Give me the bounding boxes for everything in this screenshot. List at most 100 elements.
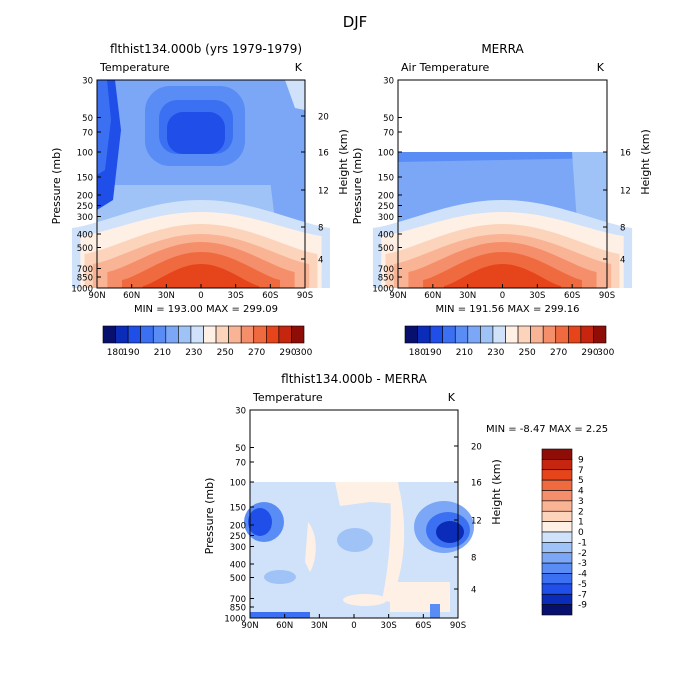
colorbar-swatch [253,325,267,344]
height-tick-label: 16 [318,149,329,159]
y-axis-label: Pressure (mb) [50,148,63,225]
y-tick-label: 500 [77,244,93,254]
y-tick-label: 150 [230,504,246,514]
y-axis-label: Pressure (mb) [351,148,364,225]
y-tick-label: 400 [77,231,93,241]
y-tick-label: 150 [378,174,394,184]
y-tick-label: 100 [378,149,394,159]
y-tick-label: 700 [378,265,394,275]
colorbar-swatch [429,325,443,344]
colorbar-label: 190 [424,348,441,358]
x-tick-label: 90S [297,291,313,301]
diff-cold-region [430,604,440,618]
colorbar-swatch [480,325,494,344]
height-tick-label: 16 [620,149,631,159]
colorbar-swatch [580,325,594,344]
colorbar-label: -5 [578,580,587,590]
y-tick-label: 400 [378,231,394,241]
colorbar-swatch [278,325,292,344]
colorbar-label: -2 [578,549,587,559]
x-tick-label: 60N [424,291,441,301]
y-tick-label: 500 [378,244,394,254]
x-tick-label: 30N [158,291,175,301]
colorbar-swatch [442,325,456,344]
colorbar-label: 230 [487,348,504,358]
stats-text: MIN = -8.47 MAX = 2.25 [486,424,608,435]
height-tick-label: 12 [318,187,329,197]
panels: flthist134.000b (yrs 1979-1979) Temperatu… [50,42,652,631]
diff-cold-region [436,521,464,543]
colorbar-label: 190 [122,348,139,358]
colorbar-swatch [215,325,229,344]
y-axis-right-label: Height (km) [639,129,652,195]
colorbar-swatch [541,521,573,533]
height-tick-label: 8 [620,224,625,234]
colorbar-swatch [541,531,573,543]
colorbar-label: 270 [550,348,567,358]
colorbar-label: -4 [578,570,587,580]
y-tick-label: 1000 [71,285,93,295]
colorbar-swatch [541,459,573,471]
colorbar-swatch [593,325,607,344]
colorbar-swatch [541,604,573,616]
height-tick-label: 20 [318,113,329,123]
stats-text: MIN = 193.00 MAX = 299.09 [134,304,278,315]
y-tick-label: 70 [383,129,394,139]
diff-warm-region [343,594,387,606]
colorbar-swatch [417,325,431,344]
field-layer [572,152,607,232]
diff-warm-region [335,482,402,506]
x-tick-label: 30S [529,291,545,301]
y-tick-label: 850 [378,274,394,284]
y-tick-label: 250 [378,202,394,212]
x-tick-label: 90N [241,621,258,631]
field-layer [398,152,607,162]
colorbar-label: 300 [597,348,614,358]
y-tick-label: 50 [383,114,394,124]
y-tick-label: 200 [77,192,93,202]
colorbar-swatch [541,583,573,595]
height-tick-label: 12 [620,187,631,197]
panel-subtitle: Temperature [99,61,170,74]
height-tick-label: 4 [318,256,323,266]
y-tick-label: 700 [230,595,246,605]
x-tick-label: 60S [262,291,278,301]
height-tick-label: 16 [471,479,482,489]
y-tick-label: 70 [82,129,93,139]
height-tick-label: 20 [471,443,482,453]
diff-cold-region [248,508,272,536]
colorbar-swatch [140,325,154,344]
colorbar-swatch [240,325,255,344]
diff-cold-region [337,528,373,552]
colorbar-label: 0 [578,528,584,538]
height-tick-label: 4 [620,256,625,266]
colorbar-swatch [291,325,305,344]
colorbar-swatch [190,325,204,344]
y-axis-label: Pressure (mb) [203,478,216,555]
y-tick-label: 150 [77,174,93,184]
y-tick-label: 200 [230,522,246,532]
y-tick-label: 50 [235,444,246,454]
colorbar-swatch [505,325,519,344]
y-tick-label: 1000 [372,285,394,295]
y-tick-label: 30 [235,407,246,417]
colorbar-swatch [203,325,217,344]
y-tick-label: 1000 [224,615,246,625]
x-tick-label: 30N [311,621,328,631]
y-tick-label: 100 [77,149,93,159]
colorbar-swatch [404,325,418,344]
colorbar-label: 1 [578,518,584,528]
colorbar-swatch [178,325,192,344]
field-layer [265,130,305,230]
y-tick-label: 70 [235,459,246,469]
y-tick-label: 850 [77,274,93,284]
x-tick-label: 0 [198,291,203,301]
y-tick-label: 30 [82,77,93,87]
colorbar-swatch [541,562,573,574]
y-axis-right-label: Height (km) [337,129,350,195]
y-tick-label: 200 [378,192,394,202]
diff-warm-region [390,582,450,612]
colorbar-swatch [541,510,573,522]
